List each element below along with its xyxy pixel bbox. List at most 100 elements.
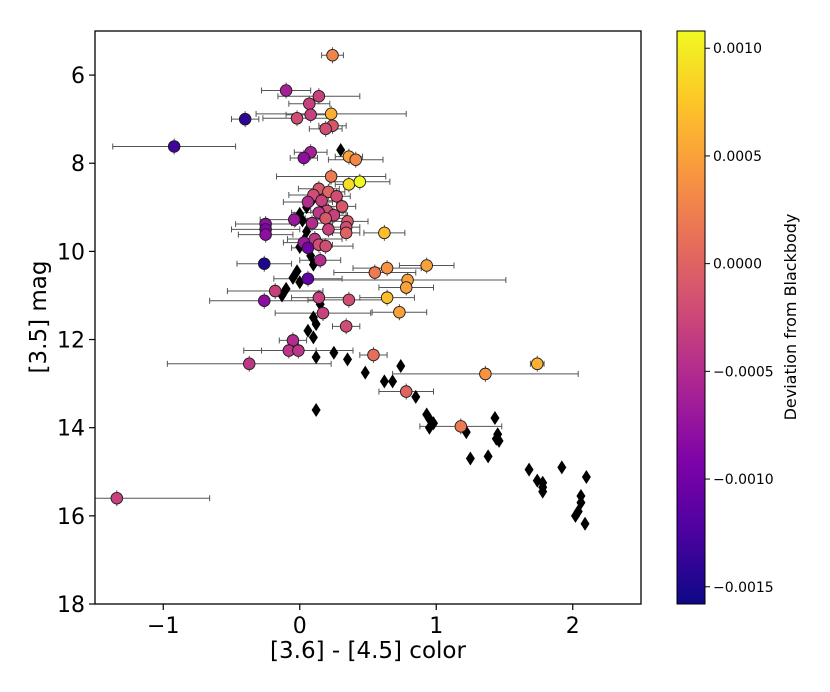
data-point (290, 112, 304, 125)
diamond-point (581, 470, 591, 485)
colorbar-tick-label: −0.0005 (713, 364, 774, 380)
diamond-point (297, 213, 307, 228)
diamond-point (311, 317, 321, 332)
data-point (326, 48, 339, 62)
diamond-point (388, 374, 398, 389)
data-point (380, 291, 394, 304)
y-tick-label: 8 (71, 152, 85, 177)
diamond-point (538, 484, 548, 499)
data-point (319, 239, 332, 253)
y-tick-label: 10 (57, 240, 85, 265)
data-point (292, 344, 305, 357)
diamond-point (494, 433, 504, 448)
diamond-point (557, 460, 567, 475)
data-point (301, 241, 315, 255)
data-point (393, 305, 406, 319)
data-point (368, 266, 382, 279)
data-point (454, 420, 468, 433)
diamond-point (288, 270, 298, 285)
y-tick-label: 18 (57, 593, 85, 618)
diamond-point (570, 508, 580, 523)
diamond-point (411, 389, 421, 404)
colorbar-frame (676, 30, 706, 605)
diamond-point (360, 365, 370, 380)
colorbar-tick-label: 0.0005 (713, 149, 762, 165)
x-tick-label: 1 (429, 614, 443, 639)
y-axis-label: [3.5] mag (26, 261, 52, 374)
colorbar: 0.00100.00050.0000−0.0005−0.0010−0.0015 … (676, 30, 800, 605)
data-point (420, 259, 433, 272)
data-point (110, 491, 124, 505)
colorbar-label: Deviation from Blackbody (781, 214, 800, 421)
x-tick-label: 2 (566, 614, 580, 639)
diamond-point (576, 495, 586, 510)
diamond-point (343, 352, 353, 367)
data-point (339, 320, 353, 333)
data-point (367, 348, 380, 362)
data-point (378, 226, 391, 240)
y-axis: 6 8 10 12 14 16 18 (57, 64, 95, 618)
data-point (324, 170, 338, 183)
data-point (399, 281, 413, 294)
data-point (268, 284, 282, 298)
diamond-point (311, 350, 321, 365)
y-tick-label: 12 (57, 329, 85, 354)
data-point (479, 367, 492, 381)
data-point (258, 294, 271, 308)
x-tick-label: 0 (293, 614, 307, 639)
data-point (349, 153, 362, 166)
y-tick-label: 16 (57, 505, 85, 530)
data-point (324, 107, 338, 121)
diamond-point (424, 420, 434, 435)
data-point (531, 357, 544, 371)
diamond-point (524, 462, 534, 477)
colorbar-tick-label: −0.0015 (713, 580, 774, 596)
circle-points (110, 48, 544, 505)
data-point (279, 84, 293, 97)
data-point (330, 190, 343, 203)
colorbar-tick-label: −0.0010 (713, 472, 774, 488)
y-tick-label: 14 (57, 417, 85, 442)
data-point (297, 151, 311, 165)
x-tick-label: −1 (147, 614, 179, 639)
colorbar-tick-label: 0.0010 (713, 41, 762, 57)
data-point (399, 385, 413, 398)
data-point (238, 112, 252, 126)
data-point (259, 228, 272, 241)
diamond-point (303, 323, 313, 338)
x-axis-label: [3.6] - [4.5] color (270, 638, 466, 664)
diamond-point (490, 410, 500, 425)
diamond-point (396, 358, 406, 373)
data-point (380, 261, 394, 275)
data-point (353, 175, 367, 188)
diamond-point (580, 516, 590, 531)
data-point (342, 178, 356, 191)
data-point (242, 357, 256, 371)
data-point (335, 200, 349, 213)
x-axis: −1 0 1 2 (147, 604, 580, 639)
data-point (167, 140, 181, 153)
diamond-point (329, 345, 339, 360)
data-point (342, 293, 356, 307)
data-point (288, 213, 301, 226)
colorbar-ticks: 0.0010 0.0005 0.0000 −0.0005 −0.0010 −0.0015 (705, 41, 774, 596)
data-point (322, 223, 335, 236)
data-point (301, 272, 315, 285)
diamond-point (311, 403, 321, 418)
data-point (315, 194, 328, 207)
data-point (303, 97, 316, 110)
data-point (339, 226, 353, 240)
data-point (313, 253, 327, 267)
plot-frame (94, 30, 642, 605)
y-tick-label: 6 (71, 64, 85, 89)
data-point (312, 89, 326, 103)
data-point (316, 306, 330, 320)
data-point (312, 291, 326, 304)
data-point (305, 216, 319, 230)
data-point (319, 212, 332, 225)
data-point (258, 257, 271, 270)
colorbar-gradient (677, 31, 705, 604)
diamond-point (465, 451, 475, 466)
data-point (304, 108, 317, 121)
plot-area (94, 30, 642, 605)
